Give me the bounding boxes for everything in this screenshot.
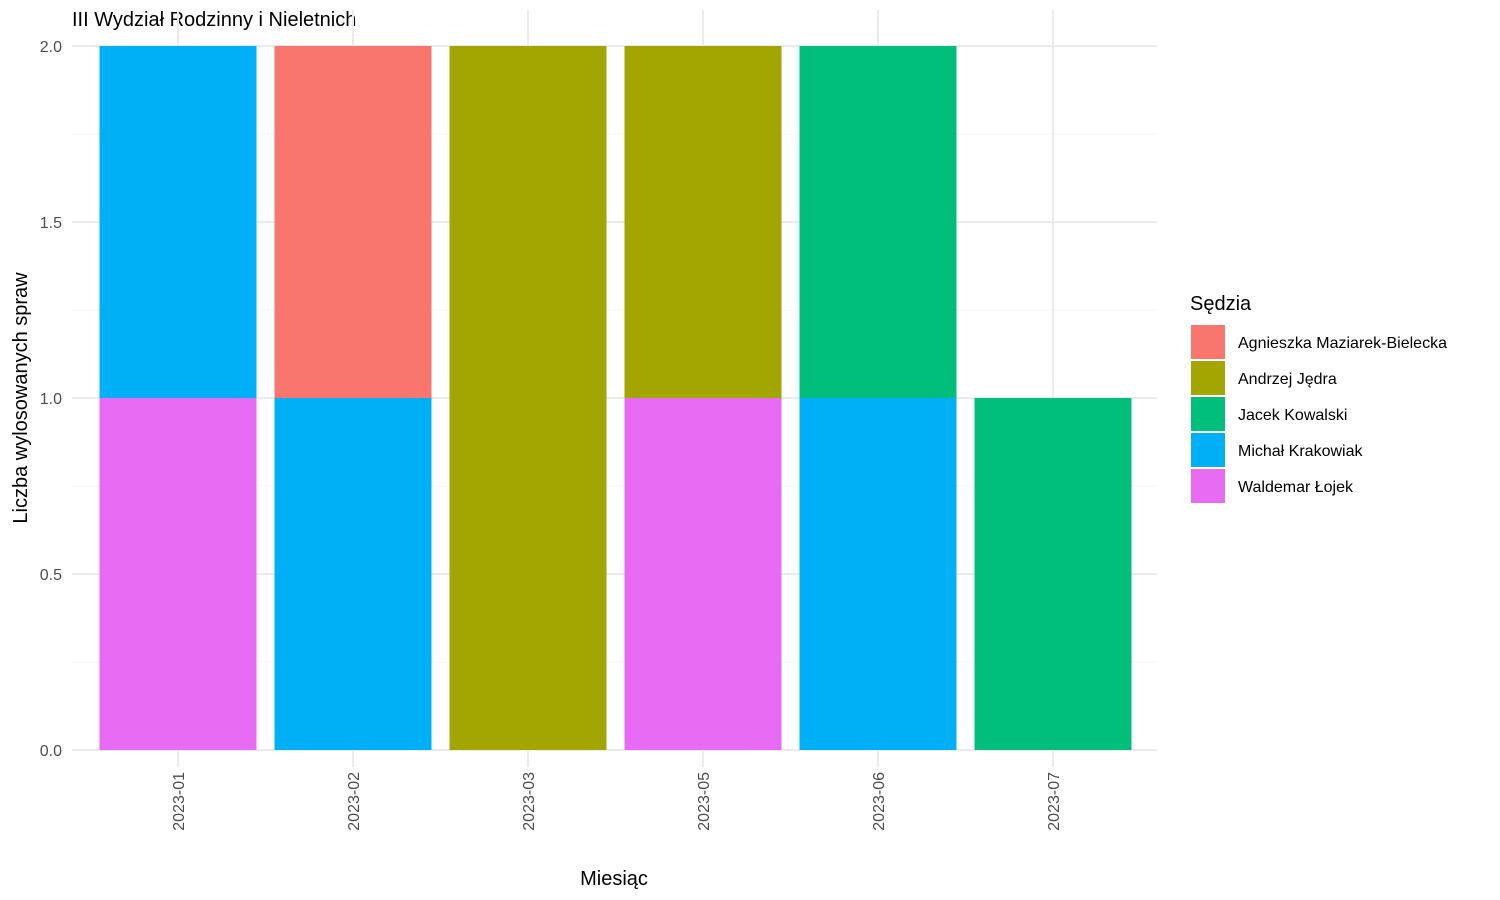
legend-label: Andrzej Jędra: [1238, 371, 1337, 388]
x-tick-label: 2023-03: [521, 772, 538, 831]
y-tick-label: 1.0: [40, 391, 62, 408]
legend-key: [1191, 433, 1225, 467]
y-tick-label: 2.0: [40, 39, 62, 56]
x-tick-label: 2023-06: [871, 772, 888, 831]
bar-segment: [274, 398, 432, 750]
legend-title: Sędzia: [1190, 293, 1252, 315]
bar-segment: [99, 398, 257, 750]
y-tick-label: 0.5: [40, 567, 62, 584]
bars: [99, 46, 1132, 750]
legend-label: Agnieszka Maziarek-Bielecka: [1238, 335, 1447, 352]
y-axis-ticks: 0.0 0.5 1.0 1.5 2.0: [40, 39, 62, 760]
legend: Sędzia Agnieszka Maziarek-Bielecka Andrze…: [1190, 293, 1447, 503]
x-tick-label: 2023-02: [346, 772, 363, 831]
bar-segment: [274, 46, 432, 398]
x-tick-label: 2023-05: [696, 772, 713, 831]
bar-segment: [974, 398, 1132, 750]
bar-segment: [624, 46, 782, 398]
y-axis-title: Liczba wylosowanych spraw: [10, 272, 32, 524]
legend-label: Waldemar Łojek: [1238, 479, 1354, 496]
x-axis-title: Miesiąc: [580, 868, 648, 890]
legend-label: Michał Krakowiak: [1238, 443, 1363, 460]
bar-segment: [99, 46, 257, 398]
legend-key: [1191, 325, 1225, 359]
bar-segment: [799, 398, 957, 750]
bar-segment: [449, 46, 607, 750]
bar-segment: [799, 46, 957, 398]
legend-key: [1191, 397, 1225, 431]
bar-segment: [624, 398, 782, 750]
legend-items: Agnieszka Maziarek-Bielecka Andrzej Jędra…: [1191, 325, 1447, 503]
x-axis-ticks: 2023-01 2023-02 2023-03 2023-05 2023-06 2023-…: [171, 772, 1063, 831]
y-tick-label: 1.5: [40, 215, 62, 232]
chart-title: III Wydział Rodzinny i Nieletnich: [72, 9, 356, 31]
legend-label: Jacek Kowalski: [1238, 407, 1347, 424]
x-tick-label: 2023-01: [171, 772, 188, 831]
legend-key: [1191, 361, 1225, 395]
y-tick-label: 0.0: [40, 743, 62, 760]
legend-key: [1191, 469, 1225, 503]
x-tick-label: 2023-07: [1046, 772, 1063, 831]
